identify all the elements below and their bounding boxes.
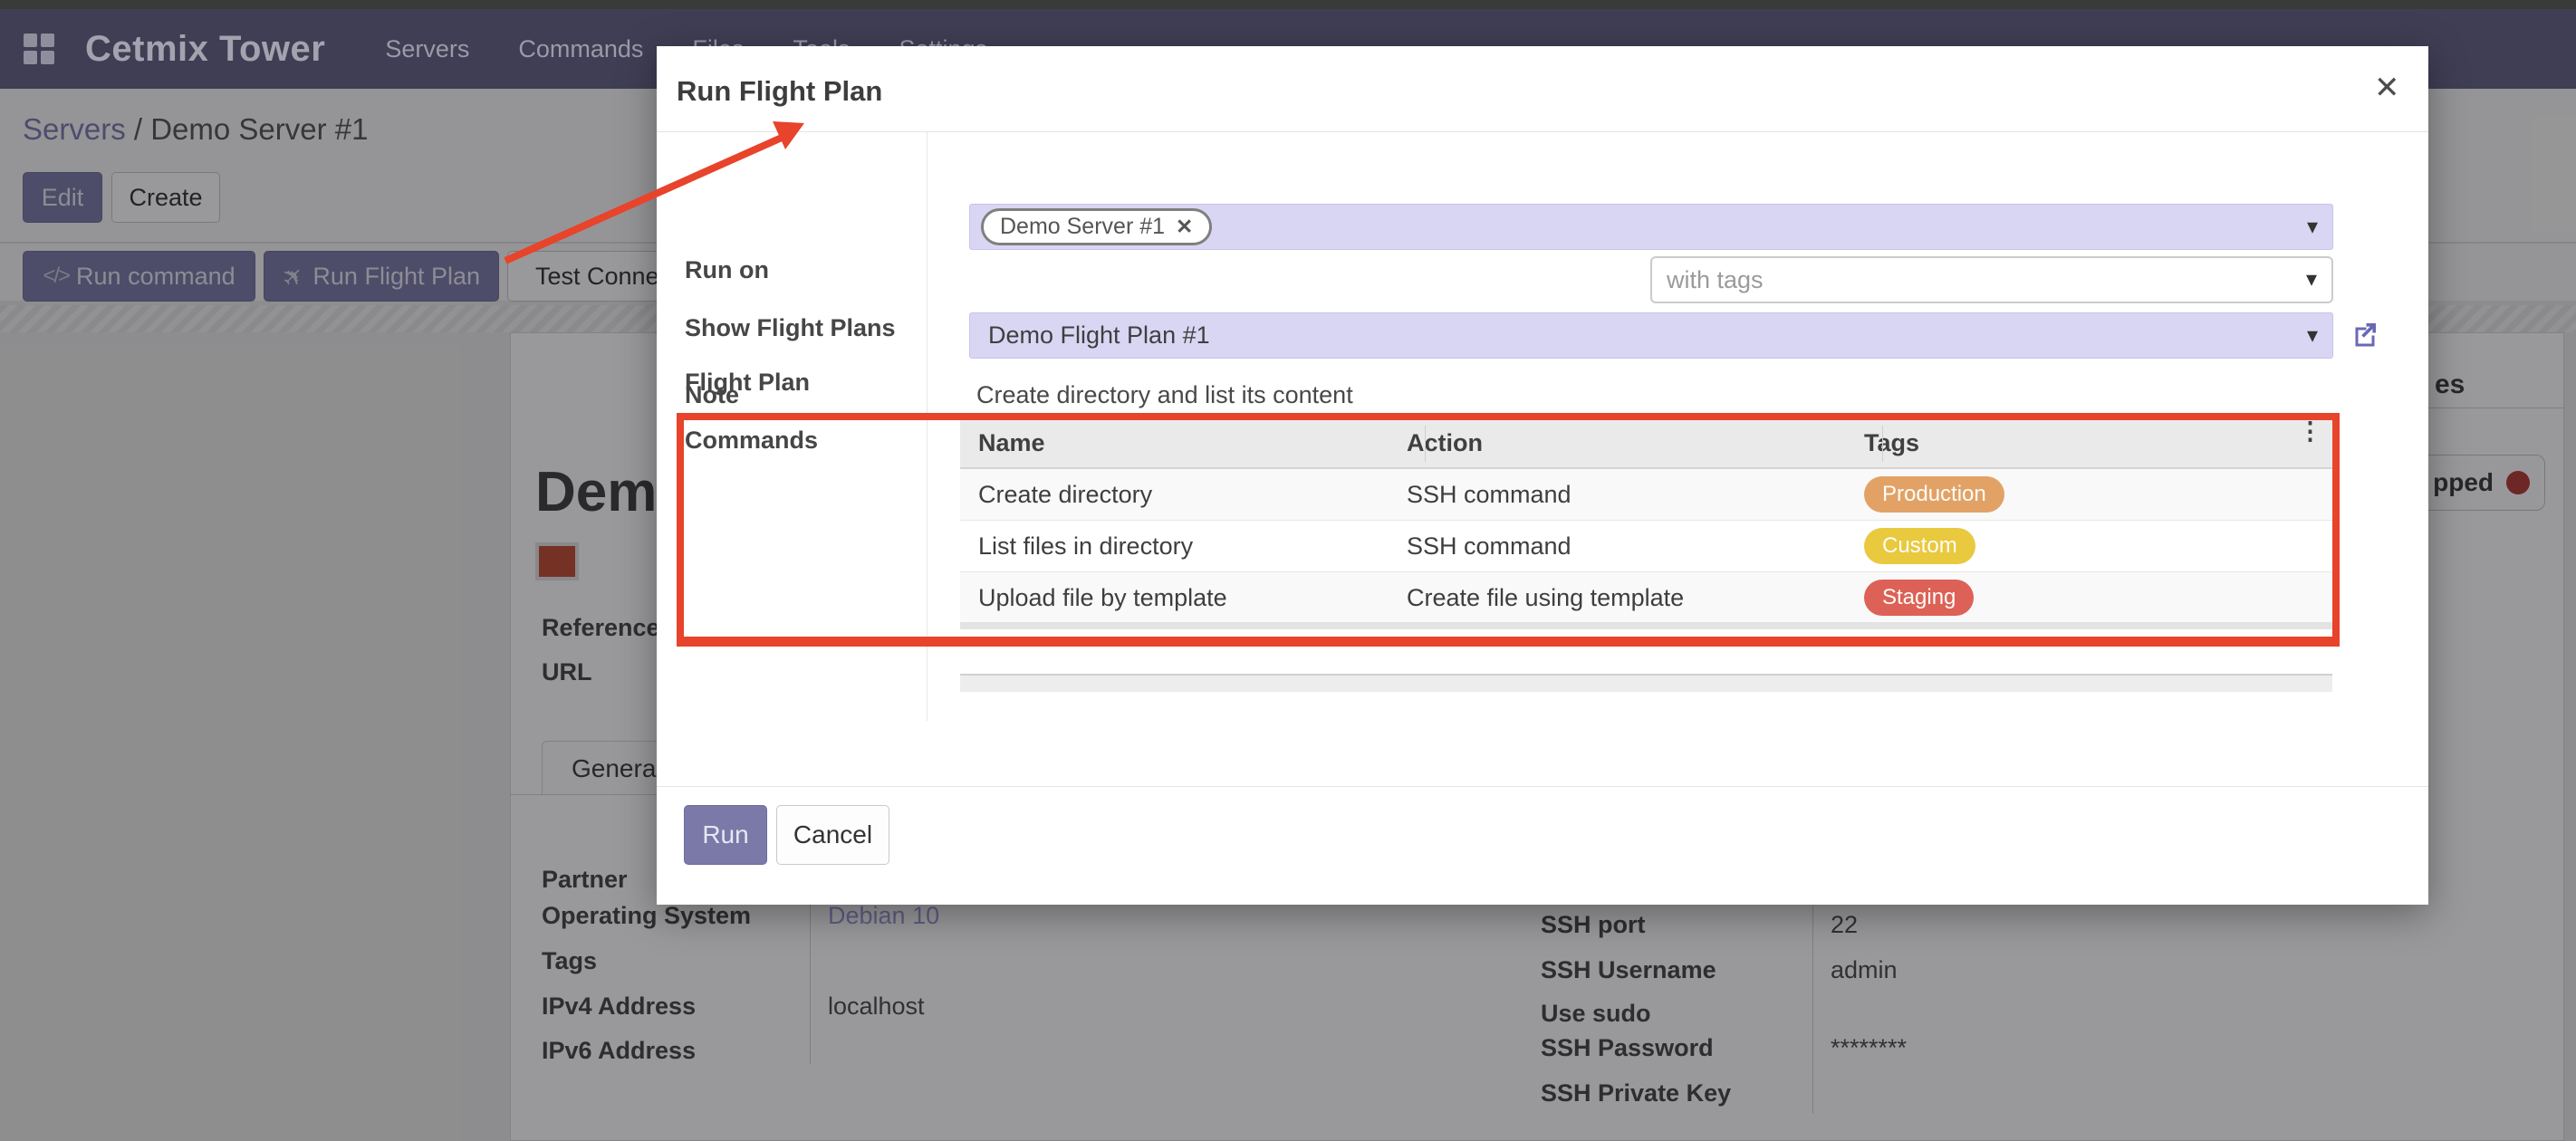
ssh-private-key-label: SSH Private Key — [1541, 1079, 1732, 1107]
flight-plan-value: Demo Flight Plan #1 — [988, 321, 1210, 349]
operating-system-value[interactable]: Debian 10 — [828, 902, 940, 929]
server-color-swatch[interactable] — [535, 542, 579, 580]
run-flight-plan-label: Run Flight Plan — [312, 262, 481, 290]
ipv4-value: localhost — [828, 992, 925, 1020]
status-dot — [2506, 471, 2530, 494]
table-footer-strip — [960, 622, 2332, 629]
col-tags[interactable]: Tags — [1864, 428, 1920, 456]
server-tag-chip: Demo Server #1 ✕ — [981, 208, 1213, 245]
chevron-down-icon[interactable]: ▾ — [2305, 266, 2317, 292]
operating-system-label: Operating System — [542, 902, 752, 929]
breadcrumb: Servers / Demo Server #1 — [23, 112, 368, 147]
breadcrumb-separator: / — [133, 112, 143, 146]
menu-item-commands[interactable]: Commands — [518, 34, 644, 62]
use-sudo-label: Use sudo — [1541, 1000, 1651, 1027]
edit-button[interactable]: Edit — [23, 172, 102, 223]
remove-tag-icon[interactable]: ✕ — [1176, 215, 1194, 238]
tag-badge: Production — [1864, 476, 2004, 513]
table-row[interactable]: Upload file by template Create file usin… — [960, 572, 2332, 624]
ssh-port-label: SSH port — [1541, 911, 1646, 938]
column-divider — [1882, 426, 1883, 462]
commands-label: Commands — [685, 427, 819, 454]
breadcrumb-servers-link[interactable]: Servers — [23, 112, 126, 146]
flight-plan-select[interactable]: Demo Flight Plan #1 ▾ — [969, 312, 2333, 359]
commands-table-header: Name Action Tags ⋮ — [960, 418, 2332, 469]
chevron-down-icon[interactable]: ▾ — [2306, 214, 2318, 239]
run-on-field[interactable]: Demo Server #1 ✕ ▾ — [969, 204, 2333, 250]
cancel-button[interactable]: Cancel — [776, 805, 889, 865]
row-name: Create directory — [978, 480, 1153, 508]
right-column-separator — [1812, 906, 1813, 1114]
row-action: SSH command — [1407, 532, 1572, 560]
close-icon[interactable]: ✕ — [2374, 71, 2400, 105]
run-button[interactable]: Run — [684, 805, 767, 865]
tabbar-line — [510, 794, 745, 795]
horizontal-scrollbar[interactable] — [960, 674, 2332, 692]
ipv6-label: IPv6 Address — [542, 1037, 697, 1064]
status-label-fragment: pped — [2433, 468, 2494, 496]
commands-table: Name Action Tags ⋮ Create directory SSH … — [960, 418, 2332, 624]
label-column-separator — [927, 132, 928, 721]
note-label: Note — [685, 381, 739, 408]
row-name: List files in directory — [978, 532, 1194, 560]
run-on-label: Run on — [685, 256, 769, 283]
run-command-label: Run command — [76, 262, 235, 290]
tag-badge: Custom — [1864, 528, 1975, 564]
modal-title: Run Flight Plan — [677, 75, 883, 107]
tags-label: Tags — [542, 947, 598, 974]
row-name: Upload file by template — [978, 583, 1227, 611]
modal-header-divider — [657, 131, 2428, 132]
breadcrumb-current: Demo Server #1 — [150, 112, 369, 146]
col-name[interactable]: Name — [978, 428, 1045, 456]
tag-badge: Staging — [1864, 580, 1975, 616]
window-top-strip — [0, 0, 2576, 9]
run-flight-plan-modal: Run Flight Plan ✕ Run on Demo Server #1 … — [657, 46, 2428, 905]
url-label: URL — [542, 658, 592, 686]
column-divider — [1425, 426, 1426, 462]
table-row[interactable]: List files in directory SSH command Cust… — [960, 521, 2332, 572]
create-button[interactable]: Create — [111, 172, 220, 223]
ipv4-label: IPv4 Address — [542, 992, 697, 1020]
col-action[interactable]: Action — [1407, 428, 1483, 456]
run-flight-plan-button[interactable]: ✈ Run Flight Plan — [264, 251, 499, 302]
top-right-text-fragment: es — [2435, 369, 2465, 399]
chevron-down-icon[interactable]: ▾ — [2306, 322, 2318, 348]
row-action: Create file using template — [1407, 583, 1685, 611]
apps-menu-icon[interactable] — [24, 34, 54, 64]
left-column-separator — [810, 892, 811, 1064]
ssh-username-value: admin — [1831, 956, 1898, 983]
server-tag-label: Demo Server #1 — [1000, 214, 1166, 239]
with-tags-input[interactable]: with tags ▾ — [1650, 256, 2333, 303]
partner-label: Partner — [542, 866, 628, 893]
ssh-password-label: SSH Password — [1541, 1034, 1714, 1061]
with-tags-placeholder: with tags — [1667, 265, 1764, 293]
table-row[interactable]: Create directory SSH command Production — [960, 469, 2332, 521]
code-icon: </> — [43, 264, 71, 288]
ssh-username-label: SSH Username — [1541, 956, 1716, 983]
reference-label: Reference — [542, 614, 660, 641]
optional-columns-icon[interactable]: ⋮ — [2298, 417, 2322, 445]
app-brand[interactable]: Cetmix Tower — [85, 28, 326, 69]
ssh-password-value: ******** — [1831, 1034, 1908, 1061]
ssh-port-value: 22 — [1831, 911, 1859, 938]
modal-footer-divider — [657, 786, 2428, 787]
show-flight-plans-label: Show Flight Plans — [685, 314, 896, 341]
run-command-button[interactable]: </> Run command — [23, 251, 255, 302]
external-link-icon[interactable] — [2349, 318, 2381, 350]
flight-plan-label: Flight Plan — [685, 369, 810, 396]
note-value: Create directory and list its content — [976, 381, 1353, 408]
menu-item-servers[interactable]: Servers — [385, 34, 470, 62]
row-action: SSH command — [1407, 480, 1572, 508]
